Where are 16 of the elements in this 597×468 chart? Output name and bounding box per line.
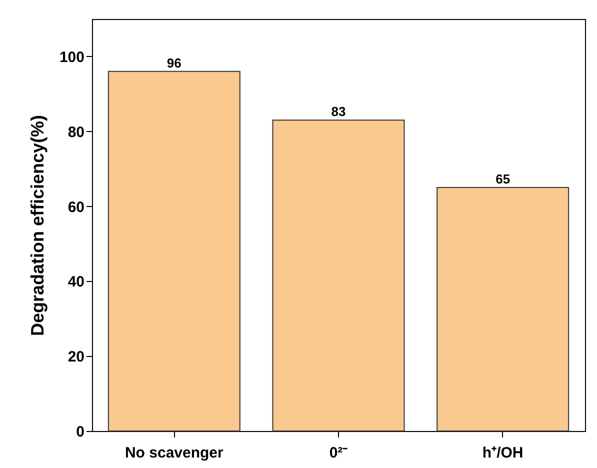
y-tick-label: 60	[68, 198, 84, 216]
x-tick-label: 0²⁻	[329, 444, 348, 462]
y-tick-label: 20	[68, 348, 84, 366]
data-label: 83	[331, 104, 346, 120]
y-tick-label: 100	[59, 48, 84, 66]
data-label: 96	[166, 55, 182, 70]
y-tick-label: 80	[68, 124, 84, 141]
bar	[108, 70, 240, 432]
data-label: 65	[496, 172, 510, 187]
y-tick-label: 0	[76, 424, 84, 440]
y-axis-title: Degradation efficiency(%)	[27, 114, 48, 336]
bar	[272, 120, 405, 432]
y-tick-label: 40	[68, 274, 84, 291]
x-tick-label: No scavenger	[124, 444, 224, 462]
bar	[436, 187, 570, 432]
x-tick-label: h⁺/OH	[482, 444, 524, 462]
